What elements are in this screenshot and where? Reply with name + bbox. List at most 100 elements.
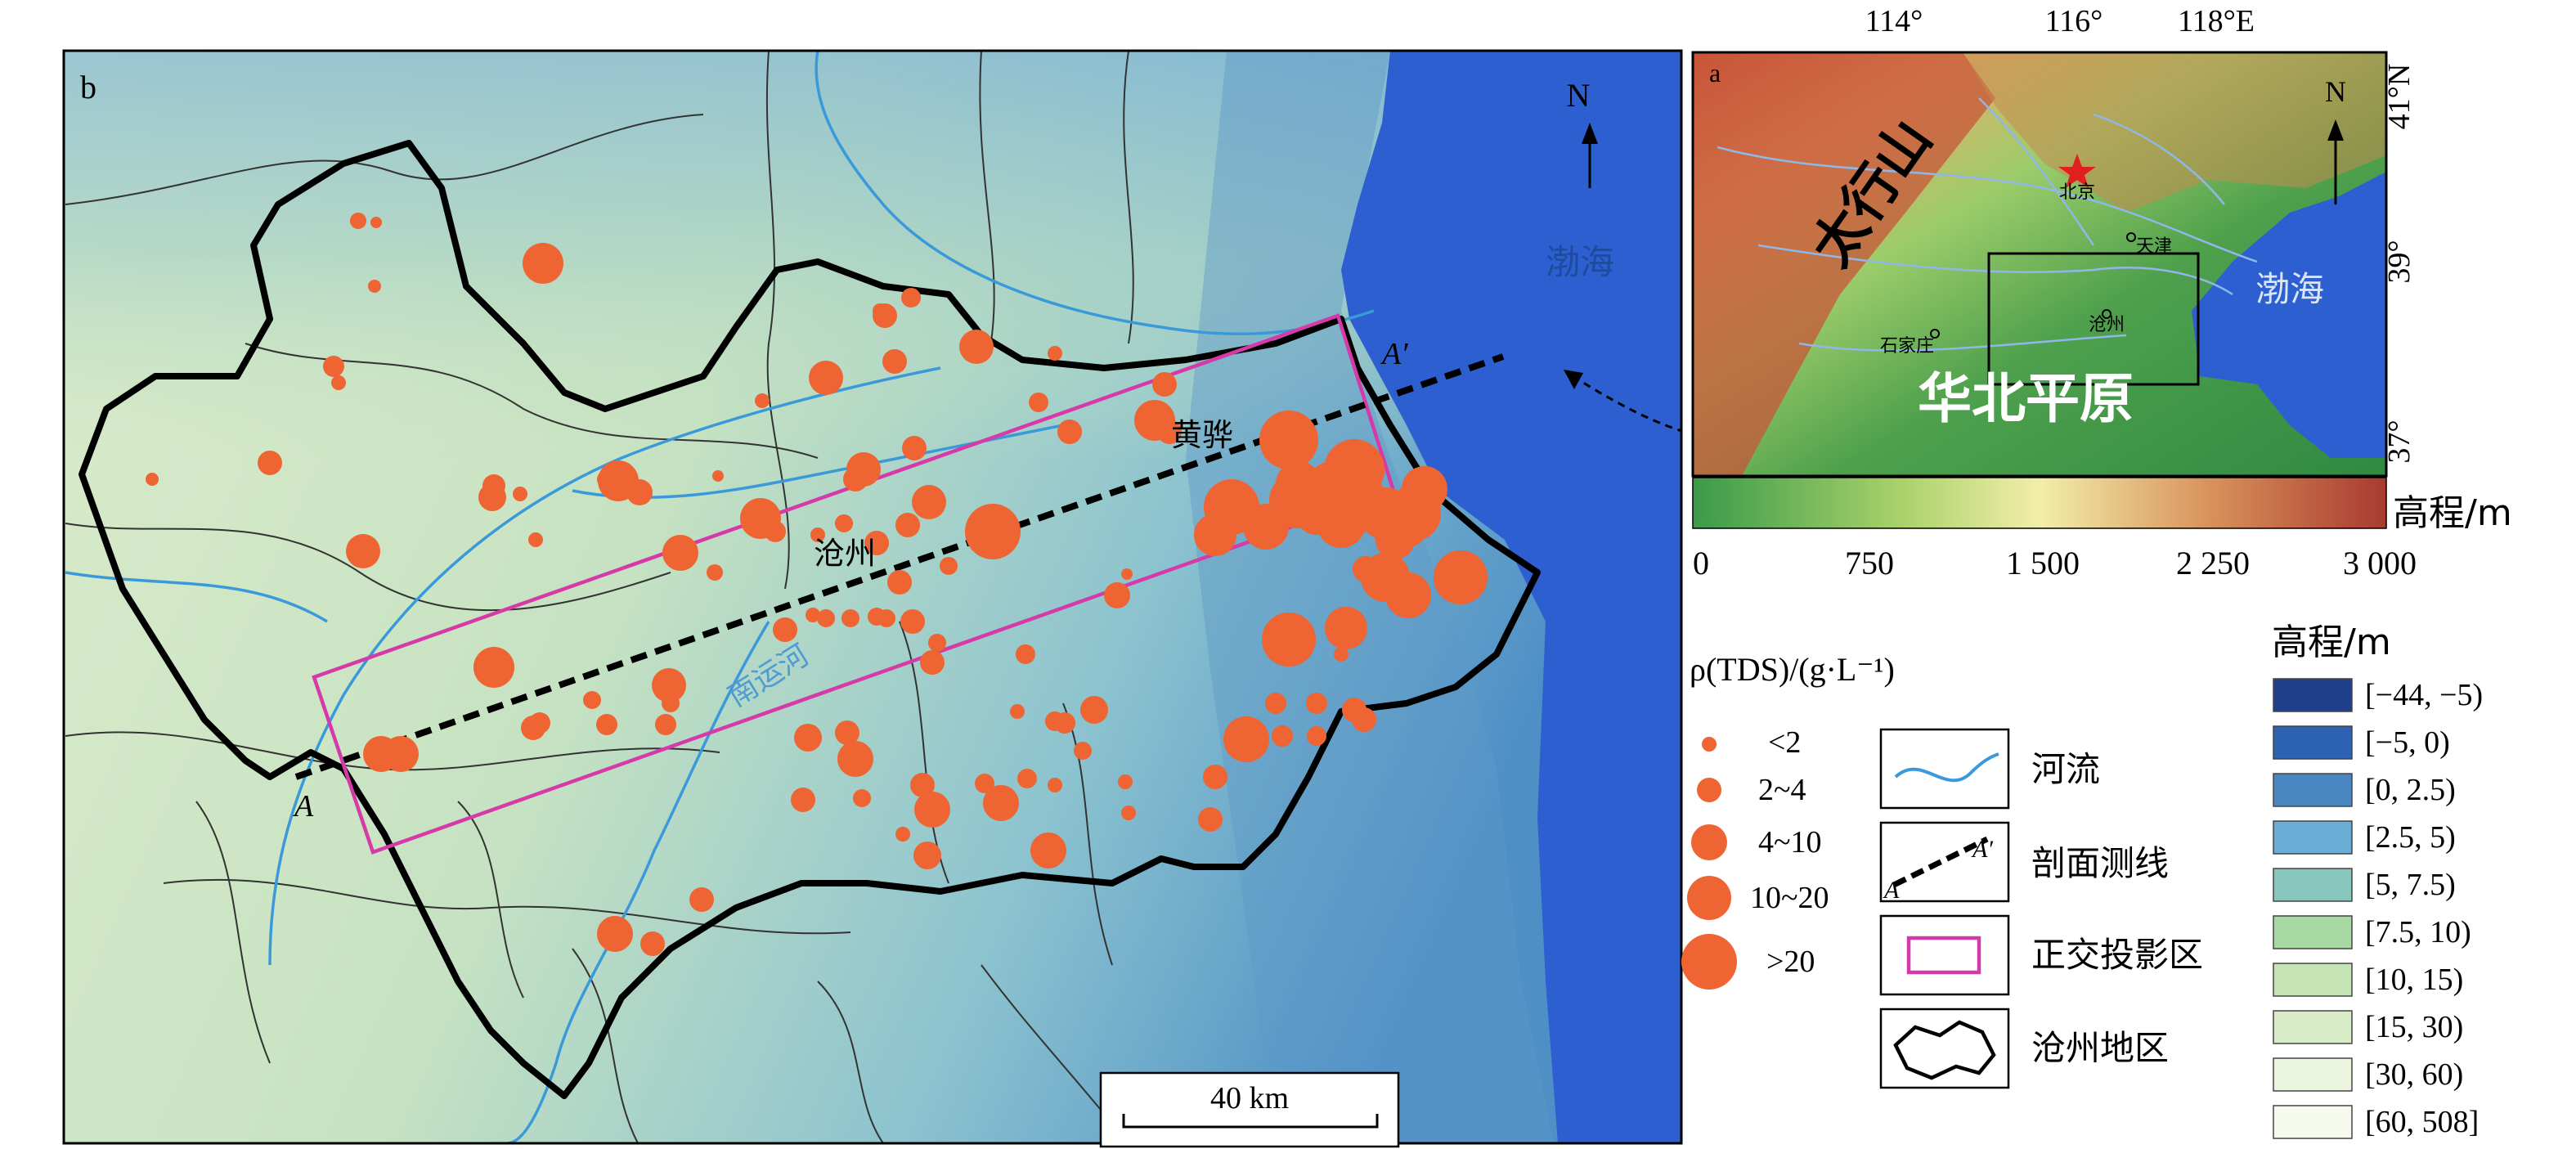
- elevation-label: [7.5, 10): [2365, 915, 2471, 949]
- county-boundaries: [65, 51, 1134, 1143]
- tds-well-symbol: [853, 789, 871, 807]
- profile-label-a: A: [292, 789, 314, 824]
- tds-well-symbol: [864, 531, 889, 555]
- tds-well-symbol: [1080, 696, 1108, 724]
- elevation-label: [15, 30): [2365, 1010, 2463, 1044]
- tds-well-symbol: [1048, 346, 1062, 361]
- tds-well-symbol: [1048, 778, 1062, 792]
- coastal-lowland: [1186, 51, 1554, 1143]
- tds-well-symbol: [655, 714, 676, 735]
- legend-label-region: 沧州地区: [2031, 1028, 2169, 1068]
- tds-well-symbol: [895, 513, 920, 537]
- inset-map-frame: [1691, 51, 2388, 478]
- tds-well-symbol: [810, 527, 825, 542]
- main-map-frame: [62, 49, 1683, 1145]
- inset-city-cangzhou: 沧州: [2089, 315, 2125, 335]
- elevation-label: [5, 7.5): [2365, 868, 2456, 902]
- scale-bar: 40 km: [1099, 1071, 1400, 1148]
- tds-well-symbol: [1198, 807, 1223, 832]
- inset-graticule-labels: 114° 116° 118°E 41°N 39° 37°: [1865, 4, 2417, 464]
- tds-well-symbol: [1074, 742, 1092, 760]
- colorbar-tick-0: 0: [1693, 545, 1709, 581]
- lat-tick-41: 41°N: [2382, 64, 2417, 130]
- tds-well-symbol: [1434, 550, 1488, 604]
- cangzhou-region-boundary: [79, 140, 1541, 1099]
- tds-label-lt2: <2: [1768, 725, 1801, 760]
- tds-well-symbol: [1307, 726, 1326, 746]
- tds-label-gt20: >20: [1766, 945, 1815, 979]
- tds-well-symbol: [913, 842, 941, 869]
- tds-label-10-20: 10~20: [1750, 881, 1829, 915]
- inset-sea-label: 渤海: [2255, 269, 2324, 309]
- tds-well-symbol: [1342, 698, 1367, 722]
- tds-well-symbol: [707, 564, 723, 581]
- elevation-swatch: [2273, 915, 2353, 949]
- tds-well-symbol: [1029, 393, 1048, 412]
- tds-well-symbol: [583, 691, 601, 709]
- tds-well-symbol: [868, 608, 886, 626]
- tds-symbol-10-20: [1687, 876, 1731, 920]
- colorbar-title: 高程/m: [2393, 492, 2512, 534]
- tds-symbol-lt2: [1702, 737, 1717, 752]
- elevation-swatch: [2273, 725, 2353, 760]
- tds-well-symbol: [1104, 582, 1130, 608]
- elevation-label: [0, 2.5): [2365, 773, 2456, 807]
- tds-well-symbol: [1353, 556, 1379, 582]
- north-arrow-inset: N: [2325, 75, 2346, 204]
- city-label-huanghua: 黄骅: [1171, 417, 1233, 453]
- legend-box-profile: [1879, 821, 2010, 903]
- tds-well-symbol: [662, 535, 698, 571]
- tds-well-symbol: [835, 514, 853, 532]
- scale-bar-box: [1099, 1071, 1400, 1148]
- tds-well-symbol: [478, 483, 506, 511]
- tds-legend: ρ(TDS)/(g·L⁻¹) <2 2~4 4~10 10~20 >20: [1681, 651, 1895, 990]
- tds-well-symbol: [806, 608, 820, 622]
- lat-tick-39: 39°: [2382, 240, 2417, 283]
- tds-well-symbol: [841, 609, 859, 627]
- tds-well-symbol: [983, 785, 1019, 821]
- tds-well-symbol: [773, 617, 797, 642]
- tds-well-symbol: [965, 504, 1021, 559]
- tds-well-symbol: [887, 570, 912, 595]
- elevation-swatch: [2273, 820, 2353, 855]
- tianjin-marker-icon: [2126, 232, 2136, 242]
- tds-well-symbol: [1118, 774, 1133, 789]
- tds-well-symbol: [928, 634, 946, 652]
- tds-well-symbol: [596, 714, 617, 735]
- tds-well-symbol: [1262, 613, 1316, 667]
- tds-label-4-10: 4~10: [1758, 825, 1822, 860]
- tds-well-symbol: [755, 393, 770, 408]
- tds-well-symbol: [809, 361, 843, 395]
- tds-well-symbol: [513, 487, 527, 501]
- elevation-swatch: [2273, 868, 2353, 902]
- tds-well-symbol: [626, 479, 653, 505]
- tds-well-symbol: [1259, 411, 1318, 469]
- tds-well-symbol: [1324, 439, 1384, 500]
- tds-well-symbol: [794, 724, 822, 752]
- tds-well-symbol: [1054, 712, 1075, 734]
- tds-well-symbol: [528, 532, 543, 547]
- inset-city-beijing: 北京: [2059, 182, 2095, 203]
- tds-well-symbol: [712, 470, 724, 482]
- tds-well-symbol: [368, 280, 381, 293]
- tds-well-symbol: [959, 330, 994, 364]
- tds-well-symbol: [1030, 833, 1066, 868]
- tds-well-symbol: [640, 931, 665, 956]
- river-north: [815, 51, 1375, 336]
- colorbar-tick-3000: 3 000: [2343, 545, 2417, 581]
- profile-pointer-arrowhead: [1564, 370, 1583, 389]
- lon-tick-114: 114°: [1865, 4, 1923, 38]
- elevation-label: [−5, 0): [2365, 725, 2450, 760]
- elevation-swatch: [2273, 1057, 2353, 1092]
- tds-well-symbol: [882, 349, 907, 374]
- shijiazhuang-marker-icon: [1930, 329, 1940, 339]
- tds-legend-title: ρ(TDS)/(g·L⁻¹): [1690, 651, 1895, 688]
- inset-map: [1693, 52, 2386, 476]
- study-area-box: [1987, 252, 2200, 386]
- main-map: [64, 51, 1681, 1143]
- tds-well-symbol: [1376, 520, 1415, 559]
- tds-well-symbol: [912, 485, 946, 519]
- tds-well-symbol: [1306, 693, 1327, 714]
- legend-profile-a-prime: A′: [1971, 836, 1993, 863]
- tds-well-symbol: [1223, 716, 1269, 762]
